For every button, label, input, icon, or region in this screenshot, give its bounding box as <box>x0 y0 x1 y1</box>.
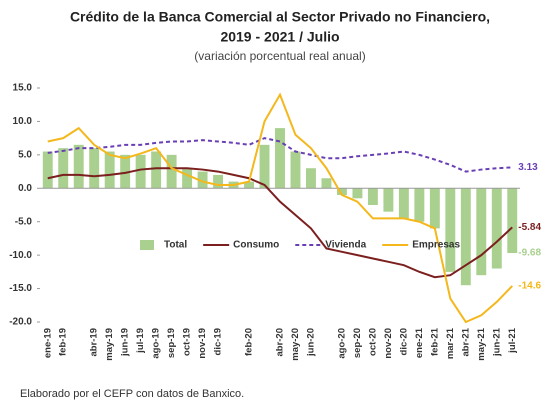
x-tick-label: may-20 <box>290 328 301 361</box>
y-tick-label: -10.0 <box>9 250 32 261</box>
bar <box>151 151 162 189</box>
bar <box>120 154 131 189</box>
bar <box>42 151 53 189</box>
legend-label: Vivienda <box>325 240 366 251</box>
legend-label: Consumo <box>233 240 279 251</box>
y-tick-label: -20.0 <box>9 317 32 328</box>
legend-swatch <box>140 240 154 250</box>
x-tick-label: mar-21 <box>445 327 456 359</box>
bar <box>244 181 254 189</box>
x-tick-label: may-19 <box>104 328 115 361</box>
bar <box>135 154 146 189</box>
x-tick-label: sep-19 <box>166 328 177 358</box>
bar <box>213 174 224 189</box>
bar <box>275 128 285 189</box>
x-tick-label: feb-21 <box>429 327 440 356</box>
bar <box>507 188 518 254</box>
chart-title: Crédito de la Banca Comercial al Sector … <box>70 9 490 25</box>
chart-title-line2: 2019 - 2021 / Julio <box>220 29 339 45</box>
source-note: Elaborado por el CEFP con datos de Banxi… <box>20 388 244 400</box>
x-tick-label: ene-19 <box>42 328 53 358</box>
x-tick-label: ago-19 <box>151 328 162 359</box>
bar <box>491 188 502 269</box>
bar <box>290 151 301 189</box>
bar <box>352 188 363 199</box>
end-label: -5.84 <box>518 222 541 233</box>
bar <box>383 188 394 212</box>
y-tick-label: 10.0 <box>13 116 33 127</box>
x-tick-label: dic-20 <box>398 328 409 355</box>
x-tick-label: jun-19 <box>120 328 131 357</box>
x-tick-label: jun-21 <box>491 327 502 357</box>
bar <box>182 168 193 189</box>
bar <box>58 148 69 189</box>
legend-label: Total <box>164 240 187 251</box>
bar <box>398 188 409 219</box>
chart-subtitle: (variación porcentual real anual) <box>194 49 365 63</box>
y-tick-label: -5.0 <box>15 216 33 227</box>
line-empresas <box>47 92 513 324</box>
bar <box>259 144 270 189</box>
bar <box>460 188 471 286</box>
line-vivienda <box>47 137 513 173</box>
x-tick-label: may-21 <box>476 327 487 360</box>
bar <box>104 151 115 189</box>
end-label: -9.68 <box>518 248 541 259</box>
x-tick-label: sep-20 <box>352 328 363 358</box>
y-tick-label: 5.0 <box>18 149 32 160</box>
bar <box>73 144 84 189</box>
bar <box>476 188 487 276</box>
bar <box>197 171 208 189</box>
x-tick-label: oct-19 <box>182 328 193 356</box>
x-tick-label: ago-20 <box>336 328 347 359</box>
bar <box>166 154 177 189</box>
x-tick-label: feb-20 <box>244 328 255 356</box>
x-tick-label: jul-19 <box>135 328 146 354</box>
x-tick-label: abr-19 <box>89 328 100 357</box>
x-tick-label: ene-21 <box>414 327 425 358</box>
bar <box>429 188 440 229</box>
x-tick-label: nov-20 <box>383 328 394 359</box>
line-consumo <box>47 167 513 279</box>
end-label: 3.13 <box>518 162 538 173</box>
bar <box>445 188 456 272</box>
x-tick-label: jul-21 <box>507 327 518 354</box>
x-tick-label: feb-19 <box>58 328 69 356</box>
x-tick-label: abr-20 <box>275 328 286 357</box>
bar <box>414 188 425 222</box>
bar <box>336 188 347 195</box>
y-tick-label: 0.0 <box>18 183 32 194</box>
legend-label: Empresas <box>412 240 460 251</box>
x-tick-label: dic-19 <box>213 328 224 355</box>
end-label: -14.6 <box>518 281 541 292</box>
x-tick-label: oct-20 <box>367 328 378 356</box>
y-tick-label: 15.0 <box>13 83 33 94</box>
y-tick-label: -15.0 <box>9 283 32 294</box>
x-tick-label: jun-20 <box>305 328 316 357</box>
bar <box>89 148 100 189</box>
bar <box>321 178 332 189</box>
bar <box>306 168 316 189</box>
x-tick-label: nov-19 <box>197 328 208 359</box>
bar <box>367 188 378 205</box>
x-tick-label: abr-21 <box>460 327 471 356</box>
